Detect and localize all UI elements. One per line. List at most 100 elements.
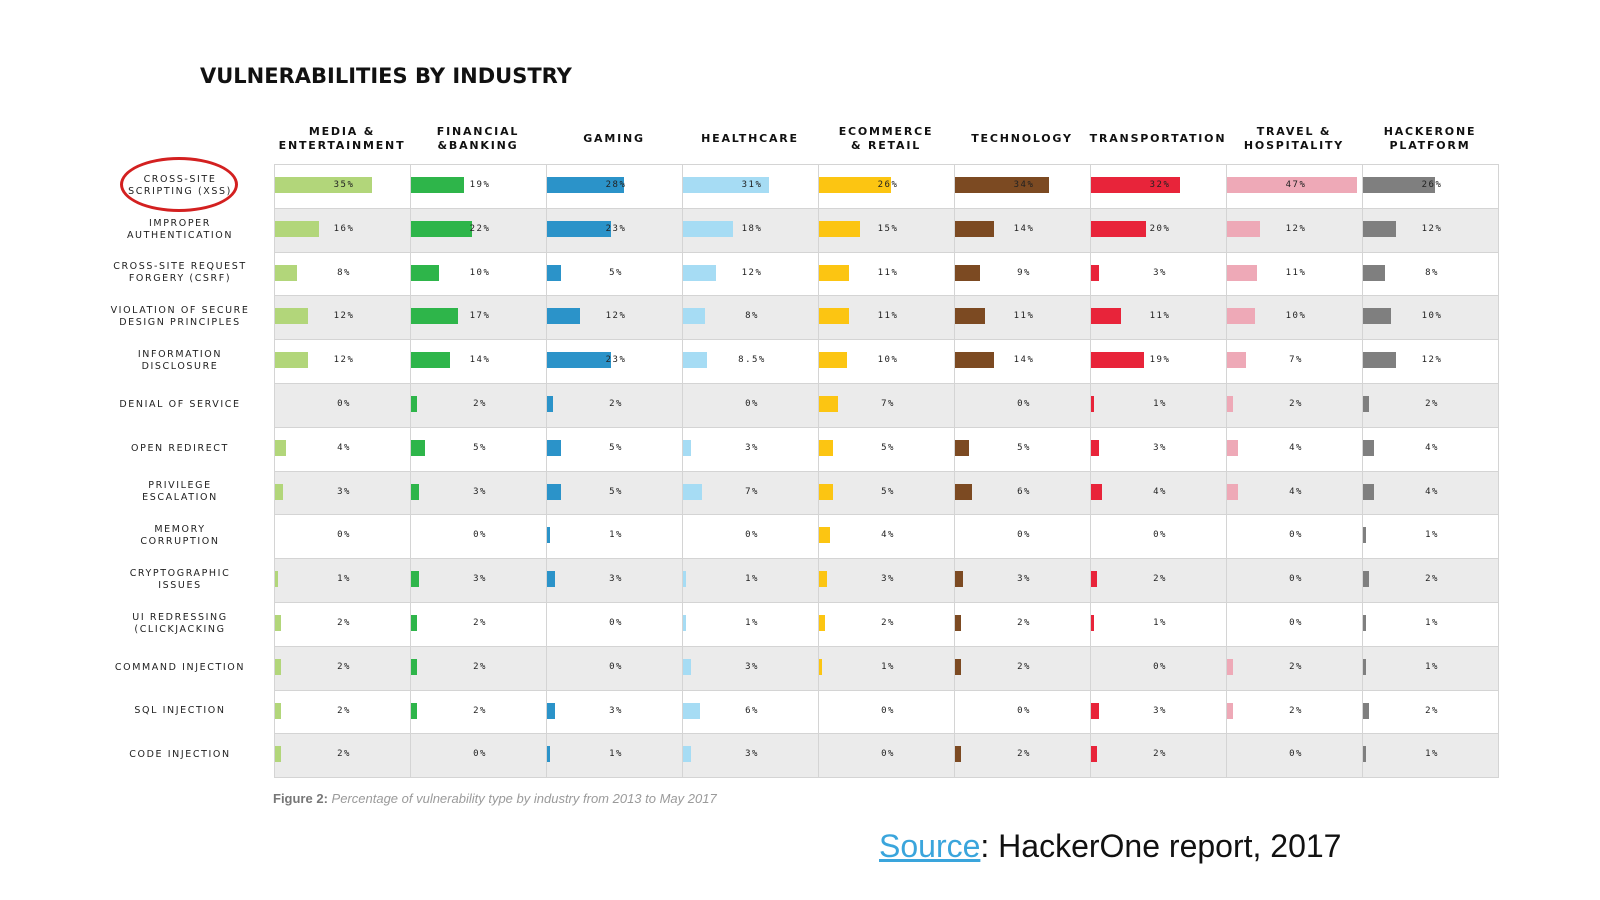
source-text: : HackerOne report, 2017 <box>980 828 1342 864</box>
data-label: 6% <box>745 705 759 716</box>
data-label: 35% <box>333 180 355 190</box>
data-bar <box>683 308 705 325</box>
data-label: 11% <box>1285 267 1307 278</box>
data-label: 3% <box>745 749 759 760</box>
data-label: 1% <box>881 661 895 672</box>
data-bar <box>955 308 985 325</box>
data-label: 2% <box>473 705 487 716</box>
data-label: 4% <box>1425 442 1439 453</box>
chart-title: VULNERABILITIES BY INDUSTRY <box>200 64 572 88</box>
data-label: 2% <box>609 399 623 409</box>
data-bar <box>955 177 1049 193</box>
data-label: 8% <box>337 267 351 278</box>
row-gridline <box>274 514 1498 516</box>
data-label: 11% <box>877 311 899 322</box>
figure-caption: Figure 2: Percentage of vulnerability ty… <box>273 791 717 806</box>
data-bar <box>547 396 553 412</box>
data-bar <box>819 352 847 369</box>
row-label: DENIAL OF SERVICE <box>119 398 241 410</box>
data-bar <box>819 308 849 325</box>
data-label: 0% <box>1289 574 1303 585</box>
data-bar <box>683 483 702 500</box>
data-label: 10% <box>877 355 899 366</box>
data-bar <box>1227 396 1233 412</box>
data-bar <box>411 177 464 193</box>
table-row-background <box>274 295 1498 340</box>
data-label: 5% <box>881 486 895 497</box>
data-bar <box>955 746 961 763</box>
row-gridline <box>274 558 1498 560</box>
data-label: 4% <box>1153 486 1167 497</box>
data-bar <box>547 439 561 456</box>
data-bar <box>819 483 833 500</box>
data-bar <box>955 615 961 631</box>
row-label: PRIVILEGE ESCALATION <box>142 480 218 504</box>
data-bar <box>1091 439 1099 456</box>
row-label: CODE INJECTION <box>129 749 231 761</box>
data-bar <box>1363 702 1369 719</box>
data-bar <box>819 439 833 456</box>
column-header: GAMING <box>583 132 645 145</box>
data-label: 2% <box>473 661 487 672</box>
row-label: UI REDRESSING (CLICKJACKING <box>132 611 228 635</box>
data-label: 0% <box>609 618 623 628</box>
data-label: 5% <box>609 442 623 453</box>
data-bar <box>411 439 425 456</box>
data-label: 2% <box>1017 618 1031 628</box>
data-bar <box>547 527 550 544</box>
data-bar <box>547 702 555 719</box>
data-label: 3% <box>473 486 487 497</box>
data-label: 14% <box>1013 223 1035 234</box>
row-gridline <box>274 602 1498 603</box>
data-bar <box>819 220 860 237</box>
data-label: 0% <box>1153 530 1167 541</box>
data-label: 3% <box>1153 267 1167 278</box>
data-label: 8% <box>1425 267 1439 278</box>
data-label: 7% <box>745 486 759 497</box>
data-bar <box>683 177 769 193</box>
data-label: 1% <box>1153 618 1167 628</box>
data-label: 2% <box>473 399 487 409</box>
row-gridline <box>274 645 1498 647</box>
data-bar <box>411 571 419 588</box>
data-bar <box>683 702 700 719</box>
data-bar <box>1091 483 1102 500</box>
data-label: 0% <box>745 530 759 541</box>
data-bar <box>683 571 686 588</box>
data-label: 2% <box>881 618 895 628</box>
data-label: 12% <box>741 267 763 278</box>
data-label: 3% <box>609 705 623 716</box>
data-label: 0% <box>1289 749 1303 760</box>
data-bar <box>1091 396 1094 412</box>
data-bar <box>683 439 691 456</box>
data-bar <box>411 702 417 719</box>
column-gridline <box>1498 164 1499 778</box>
data-bar <box>1363 308 1391 325</box>
data-bar <box>1363 352 1396 369</box>
data-label: 1% <box>745 618 759 628</box>
data-bar <box>1363 571 1369 588</box>
data-bar <box>1227 220 1260 237</box>
data-bar <box>547 483 561 500</box>
data-bar <box>1091 308 1121 325</box>
data-label: 0% <box>881 705 895 716</box>
row-label: OPEN REDIRECT <box>131 442 229 454</box>
data-label: 2% <box>337 749 351 760</box>
row-label: VIOLATION OF SECURE DESIGN PRINCIPLES <box>110 305 250 329</box>
data-bar <box>955 483 972 500</box>
data-label: 14% <box>469 355 491 366</box>
data-label: 4% <box>337 442 351 453</box>
source-link[interactable]: Source <box>879 828 981 864</box>
data-bar <box>411 220 472 237</box>
data-label: 4% <box>1289 442 1303 453</box>
data-label: 8% <box>745 311 759 322</box>
data-bar <box>275 352 308 369</box>
data-label: 0% <box>1289 530 1303 541</box>
row-gridline <box>274 295 1498 297</box>
data-bar <box>819 658 822 675</box>
data-label: 47% <box>1285 180 1307 190</box>
row-gridline <box>274 777 1498 779</box>
data-bar <box>819 264 849 281</box>
data-bar <box>547 746 550 763</box>
data-label: 5% <box>1017 442 1031 453</box>
